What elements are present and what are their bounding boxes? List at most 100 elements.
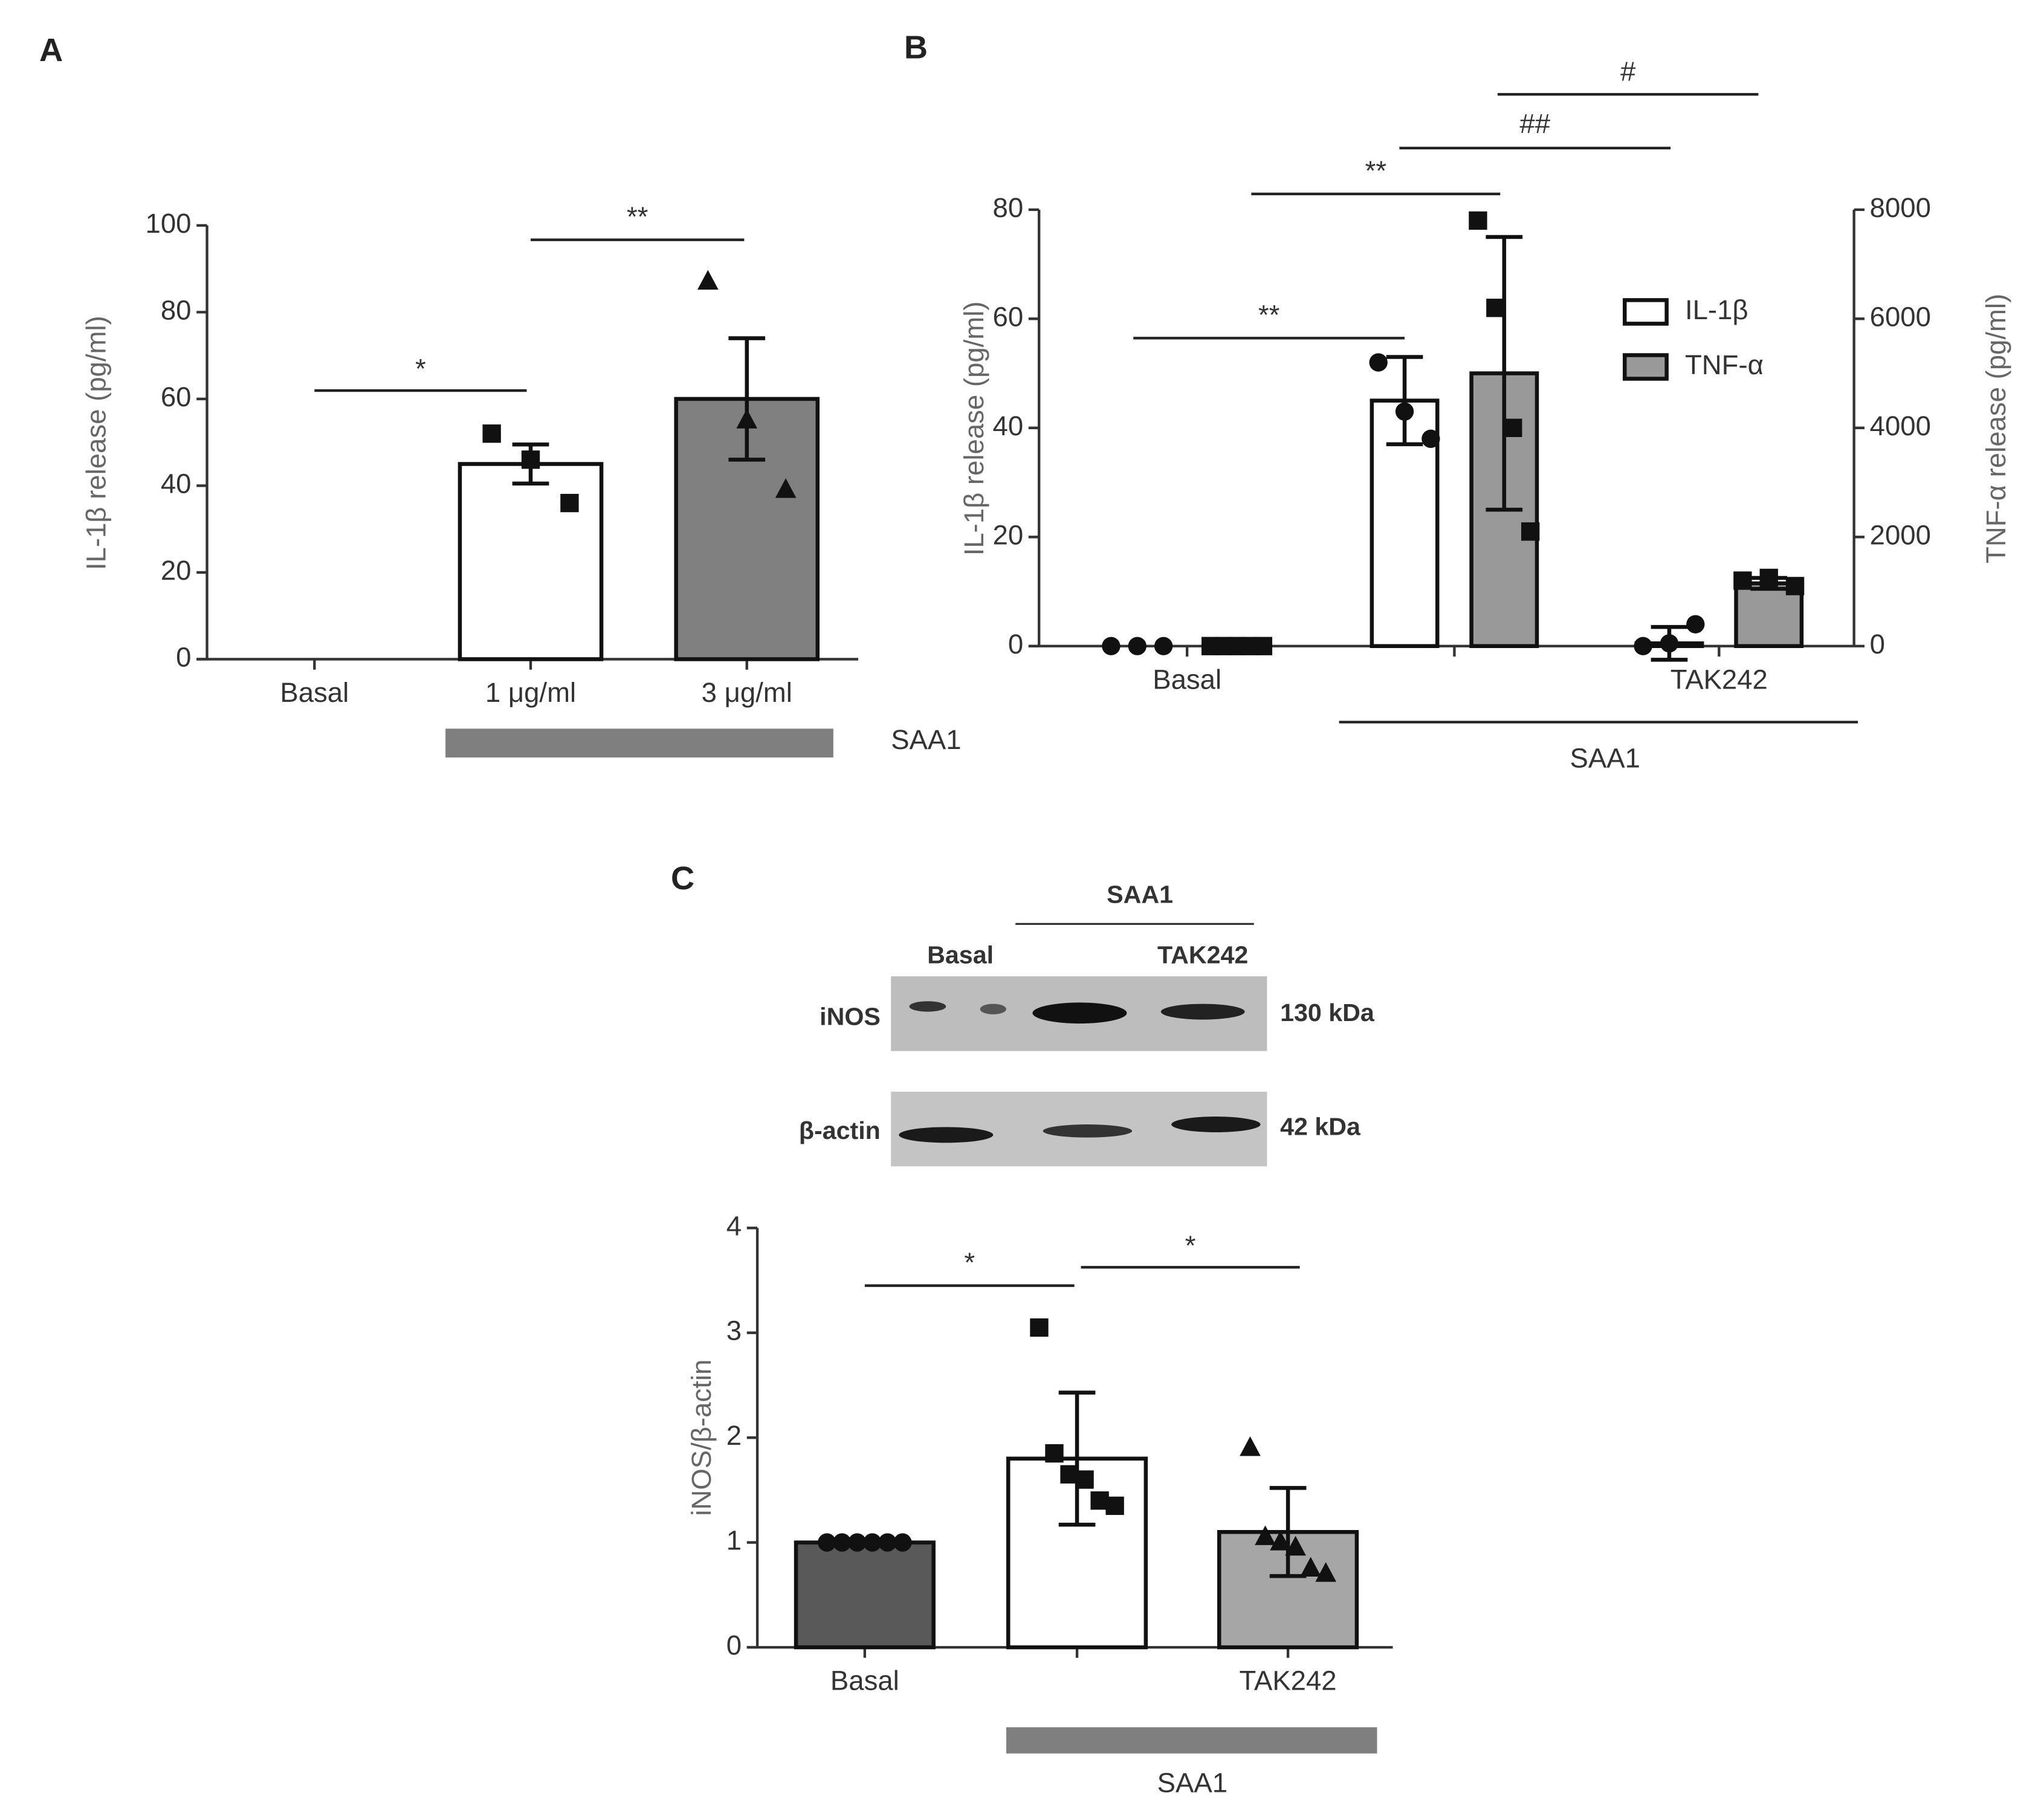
y-tick-label: 20 [161,555,192,586]
x-tick-label: Basal [280,677,349,708]
data-point [1759,568,1778,588]
data-point [1240,1436,1261,1456]
x-tick-label: 1 μg/ml [485,677,576,708]
y-tick-label: 4000 [1870,410,1931,441]
data-point [560,493,579,513]
y-tick-label: 80 [993,192,1024,223]
y-axis-label: IL-1β release (pg/ml) [81,316,112,570]
data-point [1315,1562,1337,1582]
blot-lane-label: TAK242 [1157,941,1248,968]
data-point [1660,634,1679,653]
data-point [1285,1535,1306,1556]
data-point [863,1533,882,1552]
x-tick-label: TAK242 [1240,1665,1337,1696]
data-point [1300,1557,1321,1577]
data-point [736,409,758,429]
significance-label: ** [1365,155,1386,186]
x-tick-label: Basal [830,1665,899,1696]
data-point [1395,402,1414,421]
data-point [833,1533,852,1552]
group-bar [445,728,833,758]
error-bar [1386,355,1423,447]
bar [458,462,604,661]
data-point [1785,577,1805,595]
blot-lane-label: Basal [927,941,994,968]
significance-label: ** [627,201,648,232]
blot-size-label: 130 kDa [1280,999,1375,1026]
y-tick-label: 80 [161,294,192,325]
y-tick-label: 0 [1870,629,1885,660]
y-tick-label: 40 [993,410,1024,441]
blot-header: SAA1 [1107,881,1173,909]
legend-swatch [1623,298,1669,326]
data-point [775,478,797,498]
y-tick-label: 40 [161,468,192,499]
group-label: SAA1 [1157,1768,1227,1798]
group-bar [1006,1727,1377,1754]
data-point [1369,353,1388,372]
data-point [482,424,501,443]
data-point [1486,299,1505,317]
blot-row-label: iNOS [820,1002,881,1030]
y-tick-label: 0 [176,641,191,672]
data-point [1102,637,1121,655]
y-tick-label: 60 [161,381,192,412]
y-tick-label: 0 [1008,629,1023,660]
data-point [1075,1470,1094,1489]
panel-label: B [904,30,928,66]
data-point [1634,637,1652,655]
data-point [878,1533,897,1552]
data-point [1686,615,1705,634]
blot-band [1171,1117,1261,1133]
legend-swatch [1623,353,1669,381]
blot-band [899,1127,994,1143]
y-tick-label: 100 [146,208,192,239]
error-bar [1058,1390,1096,1527]
significance-label: * [415,354,426,384]
y-tick-label: 1 [726,1525,742,1556]
blot-size-label: 42 kDa [1280,1112,1361,1140]
data-point [1154,637,1173,655]
y-tick-label: 2000 [1870,519,1931,550]
blot-band [1160,1004,1245,1020]
error-bar [1269,1486,1307,1578]
panel-label: A [39,32,63,68]
y-tick-label: 20 [993,519,1024,550]
data-point [1270,1531,1291,1551]
blot-band [980,1004,1006,1014]
significance-label: ** [1258,300,1279,331]
data-point [818,1533,836,1552]
y-tick-label: 0 [726,1630,742,1661]
data-point [1421,429,1440,449]
blot-band [909,1001,946,1012]
x-tick-label: 3 μg/ml [702,677,792,708]
data-point [1504,418,1522,437]
y-tick-label: 3 [726,1315,742,1346]
y-axis-label: iNOS/β-actin [686,1360,717,1516]
significance-label: * [964,1247,975,1278]
data-point [1045,1444,1064,1463]
data-point [521,450,540,469]
significance-label: # [1620,56,1636,86]
y-axis-label: IL-1β release (pg/ml) [959,301,989,556]
data-point [697,270,719,290]
y2-axis-label: TNF-α release (pg/ml) [1981,294,2011,563]
y-tick-label: 60 [993,301,1024,332]
y-tick-label: 6000 [1870,301,1931,332]
blot-band [1043,1124,1133,1138]
legend-label: TNF-α [1685,349,1764,380]
legend-label: IL-1β [1685,294,1748,325]
group-label: SAA1 [891,724,961,755]
group-label: SAA1 [1570,742,1640,773]
data-point [1521,522,1540,541]
data-point [1253,637,1273,655]
error-bar [728,336,766,462]
bar [794,1540,936,1650]
error-bar [1486,235,1523,512]
significance-label: ## [1519,108,1550,139]
data-point [1469,211,1487,230]
data-point [848,1533,867,1552]
x-tick-label: TAK242 [1670,664,1768,695]
